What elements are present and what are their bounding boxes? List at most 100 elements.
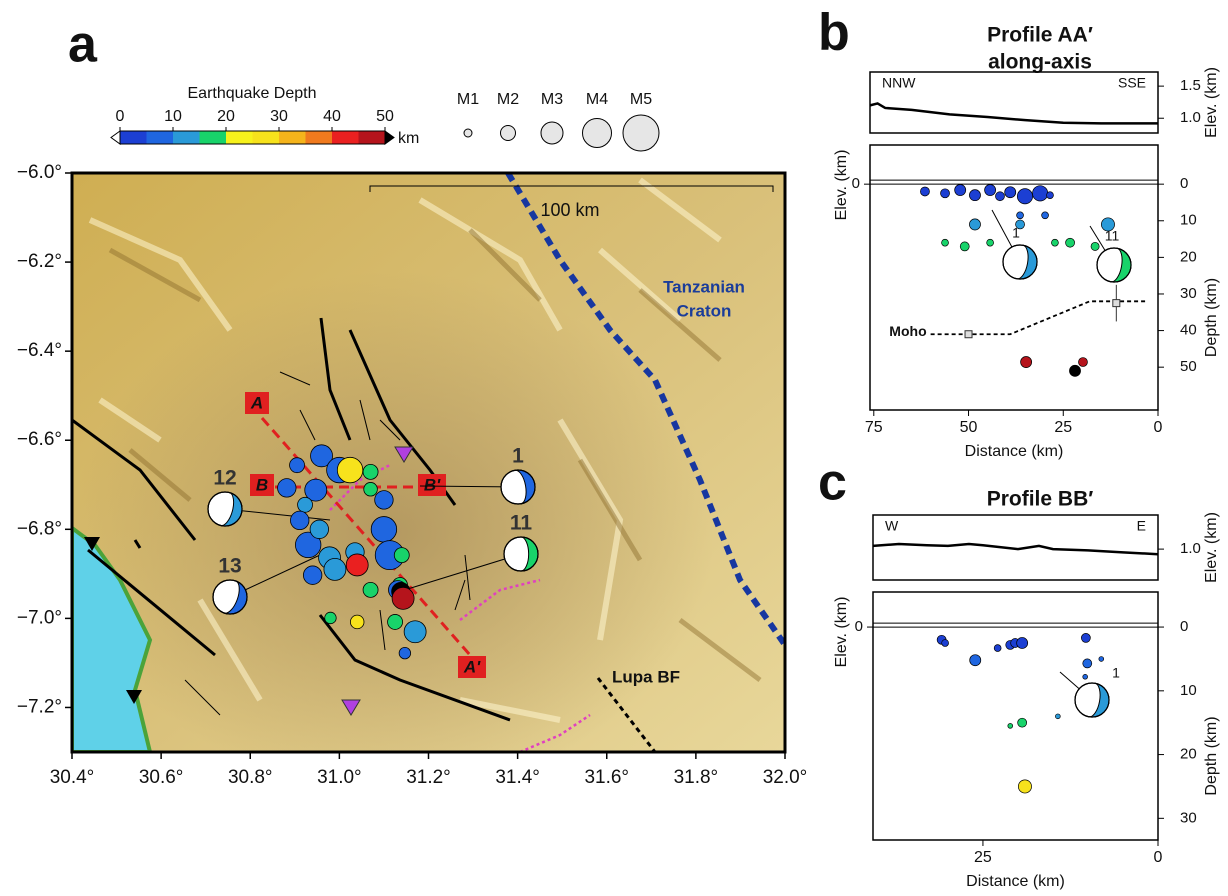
connector: [397, 553, 522, 593]
focal-label: 11: [1105, 228, 1120, 244]
colorbar-unit: km: [398, 130, 419, 147]
section-frame: [869, 144, 1159, 411]
depth-tick-label: 30: [1180, 809, 1197, 826]
earthquake: [941, 639, 949, 647]
x-tick-label: 31.6°: [584, 767, 629, 788]
panel-letter: a: [68, 16, 98, 74]
beachball-outline: [1074, 682, 1110, 718]
axis-title: Elev. (km): [833, 150, 850, 221]
elevation-line: [872, 542, 1159, 556]
profile-end-label: B': [424, 475, 441, 494]
focal-label: 11: [510, 512, 533, 535]
x-tick-label: 31.4°: [495, 767, 540, 788]
earthquake: [309, 519, 329, 539]
minor-faults: [184, 371, 471, 716]
earthquake: [391, 586, 415, 610]
earthquake: [290, 510, 310, 531]
earthquake: [1081, 633, 1091, 643]
colorbar-tick-label: 0: [116, 108, 125, 125]
earthquake: [969, 218, 981, 231]
depth-tick-label: 20: [1180, 746, 1197, 763]
x-tick-label: 0: [1154, 419, 1163, 436]
earthquake: [387, 614, 403, 630]
beachball-outline: [1096, 247, 1132, 283]
colorbar-segment: [120, 131, 147, 144]
earthquake: [398, 646, 412, 660]
earthquake: [1020, 356, 1033, 368]
earthquake: [1032, 185, 1049, 202]
earthquake: [304, 478, 328, 502]
x-tick-label: 75: [865, 419, 883, 436]
axis-title: Elev. (km): [1203, 67, 1220, 138]
earthquake: [393, 547, 410, 564]
station: [394, 446, 414, 463]
moho-line: [930, 300, 1146, 336]
earthquake: [1046, 191, 1054, 199]
craton-boundary: [505, 173, 785, 647]
earthquake: [1016, 188, 1033, 205]
earthquake: [1018, 779, 1032, 794]
elev-tick-label: 1.0: [1180, 540, 1201, 557]
fault-label: Lupa BF: [612, 667, 680, 686]
colorbar-tick-label: 10: [164, 108, 182, 125]
axis-title: Distance (km): [965, 443, 1064, 460]
x-tick-label: 25: [974, 849, 992, 866]
earthquake: [295, 531, 322, 559]
x-tick-label: 31.8°: [674, 767, 719, 788]
depth-tick-label: 0: [1180, 618, 1188, 635]
earthquake: [362, 581, 379, 598]
earthquake: [1016, 637, 1029, 649]
magnitude-label: M4: [586, 91, 608, 108]
earthquake: [1078, 357, 1088, 367]
colorbar-segment: [146, 131, 173, 144]
beachball-outline: [503, 536, 539, 572]
earthquake: [1065, 237, 1075, 248]
x-tick-label: 30.8°: [228, 767, 273, 788]
beachball-outline: [212, 579, 248, 615]
focal-label: 1: [1112, 665, 1120, 681]
earthquake: [323, 557, 347, 581]
profile-end-boxes: [245, 392, 486, 678]
focal-label: 1: [1012, 225, 1020, 241]
earthquake: [1082, 658, 1093, 669]
colorbar-segment: [305, 131, 332, 144]
earthquake: [1069, 364, 1081, 377]
elev-tick-label: 1.5: [1180, 77, 1201, 94]
lupa-fault: [596, 677, 657, 752]
elev-tick-label: 0: [855, 618, 863, 635]
y-tick-label: −7.0°: [17, 607, 62, 628]
earthquake: [1082, 674, 1088, 680]
region-label: Tanzanian: [663, 277, 745, 296]
earthquake: [324, 611, 337, 625]
station: [126, 690, 142, 704]
earthquake: [954, 184, 967, 196]
station: [341, 699, 361, 716]
beachball-outline: [207, 491, 243, 527]
magnitude-symbol: [582, 118, 612, 148]
profile-title: Profile AA′: [987, 24, 1093, 47]
panel-letter: c: [818, 454, 847, 512]
axis-title: Depth (km): [1203, 716, 1220, 795]
x-tick-label: 31.0°: [317, 767, 362, 788]
profile-title: Profile BB′: [987, 488, 1094, 511]
x-tick-label: 30.4°: [50, 767, 95, 788]
panel-letter: b: [818, 4, 850, 62]
map-background: [72, 173, 785, 752]
x-tick-label: 32.0°: [763, 767, 808, 788]
axis-title: Depth (km): [1203, 278, 1220, 357]
earthquake: [302, 565, 323, 585]
colorbar-segment: [226, 131, 253, 144]
direction-label: SSE: [1118, 75, 1146, 91]
colorbar-tick-label: 40: [323, 108, 341, 125]
profile-end-label: B: [256, 475, 268, 494]
colorbar-segment: [279, 131, 306, 144]
earthquake: [1016, 211, 1024, 220]
moho-point: [1112, 299, 1121, 308]
axis-title: Elev. (km): [1203, 512, 1220, 583]
elev-tick-label: 1.0: [1180, 109, 1201, 126]
colorbar-segment: [173, 131, 200, 144]
earthquake: [362, 463, 379, 480]
y-tick-label: −6.0°: [17, 162, 62, 183]
profile-end-label: A: [250, 393, 263, 412]
